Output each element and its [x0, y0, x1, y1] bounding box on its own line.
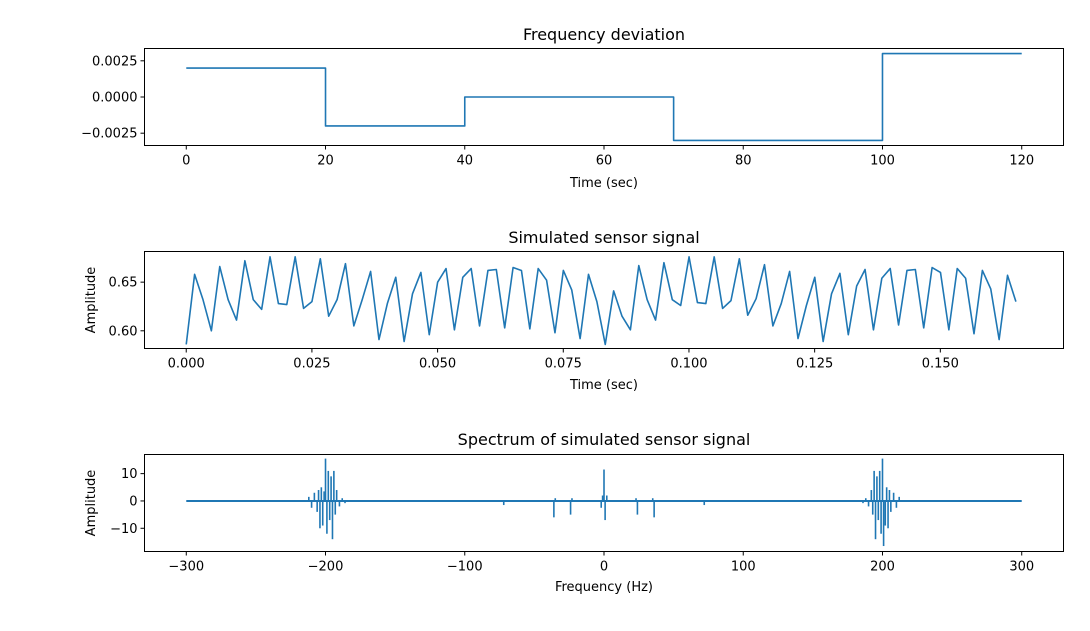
- chart-panel-sensor-signal: Simulated sensor signal 0.000 0.025 0.050 0…: [84, 228, 1064, 393]
- x-tick-label: 0.150: [922, 357, 959, 372]
- x-tick-label: 0: [182, 154, 190, 169]
- y-ticks: 10 0 −10: [110, 467, 145, 537]
- x-tick-label: 0.100: [670, 357, 707, 372]
- y-tick-label: 0: [129, 494, 137, 509]
- y-axis-label: Amplitude: [84, 470, 99, 537]
- x-axis-label: Time (sec): [569, 378, 638, 393]
- x-tick-label: −100: [447, 560, 483, 575]
- x-tick-label: 0.025: [293, 357, 330, 372]
- x-tick-label: 300: [1009, 560, 1034, 575]
- axes-frame: [144, 454, 1064, 552]
- x-tick-label: 200: [870, 560, 895, 575]
- y-ticks: 0.60 0.65: [109, 276, 145, 339]
- x-tick-label: 0: [600, 560, 608, 575]
- x-axis-label: Frequency (Hz): [555, 580, 653, 595]
- x-tick-label: 20: [317, 154, 334, 169]
- chart-panel-frequency-deviation: Frequency deviation 0 20 40 60 80 100 120 0.00…: [81, 25, 1064, 191]
- series-line: [185, 256, 1017, 346]
- plot-area: [186, 52, 1022, 142]
- x-tick-label: 40: [456, 154, 473, 169]
- x-ticks: 0.000 0.025 0.050 0.075 0.100 0.125 0.150: [168, 348, 959, 372]
- x-tick-label: 0.050: [419, 357, 456, 372]
- axes-frame: [144, 251, 1064, 349]
- x-axis-label: Time (sec): [569, 176, 638, 191]
- x-ticks: 0 20 40 60 80 100 120: [182, 145, 1034, 169]
- y-tick-label: 0.0000: [92, 91, 138, 106]
- x-tick-label: 60: [596, 154, 613, 169]
- x-tick-label: −200: [308, 560, 344, 575]
- y-tick-label: 10: [121, 467, 138, 482]
- y-tick-label: 0.60: [109, 324, 138, 339]
- x-tick-label: −300: [168, 560, 204, 575]
- x-tick-label: 120: [1009, 154, 1034, 169]
- x-tick-label: 0.000: [168, 357, 205, 372]
- chart-title: Spectrum of simulated sensor signal: [458, 430, 751, 449]
- x-tick-label: 100: [870, 154, 895, 169]
- chart-title: Simulated sensor signal: [508, 228, 699, 247]
- plot-area: [185, 256, 1017, 346]
- x-ticks: −300 −200 −100 0 100 200 300: [168, 551, 1034, 575]
- y-ticks: 0.0025 0.0000 −0.0025: [81, 54, 145, 142]
- y-tick-label: 0.65: [109, 276, 138, 291]
- plot-area: [186, 458, 1022, 547]
- series-line: [186, 52, 1022, 142]
- x-tick-label: 0.125: [796, 357, 833, 372]
- chart-panel-spectrum: Spectrum of simulated sensor signal −300…: [84, 430, 1064, 595]
- y-tick-label: −10: [110, 522, 137, 537]
- y-axis-label: Amplitude: [84, 267, 99, 334]
- x-tick-label: 0.075: [545, 357, 582, 372]
- chart-title: Frequency deviation: [523, 25, 685, 44]
- x-tick-label: 80: [735, 154, 752, 169]
- x-tick-label: 100: [731, 560, 756, 575]
- y-tick-label: −0.0025: [81, 127, 137, 142]
- y-tick-label: 0.0025: [92, 54, 138, 69]
